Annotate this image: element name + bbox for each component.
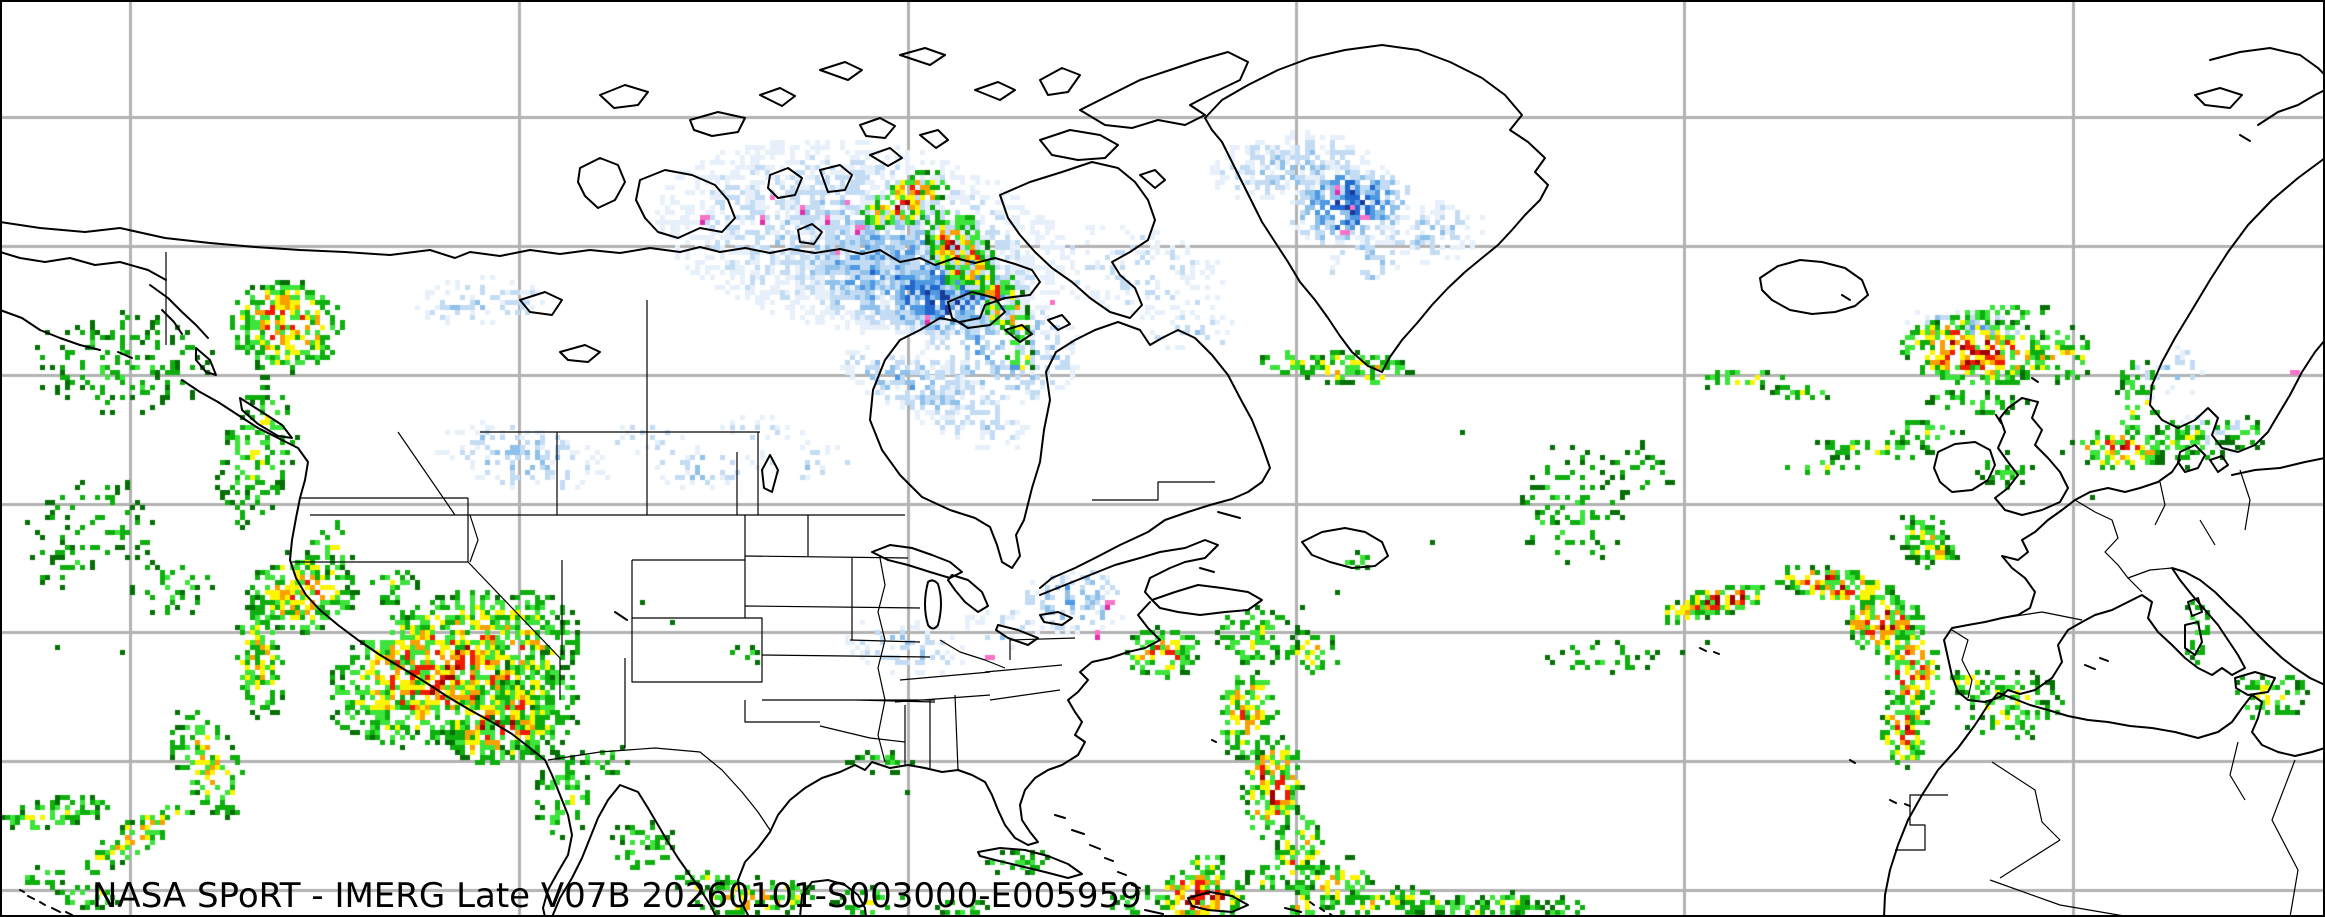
coast-atlantic-islands <box>1699 647 1911 807</box>
coastlines <box>0 44 2325 917</box>
coast-great-britain <box>1994 377 2069 516</box>
coast-haida-gwaii <box>195 347 217 376</box>
coast-us-east-gulf <box>737 601 1161 916</box>
coast-svalbard <box>2194 47 2325 142</box>
coast-iceland <box>1759 259 1869 315</box>
borders-us-states-east <box>877 557 1076 763</box>
coast-alaska-south <box>0 251 167 359</box>
coast-alaska-panhandle <box>149 284 209 339</box>
coast-gulf-california <box>551 784 717 917</box>
great-lakes <box>871 544 1073 646</box>
map-caption: NASA SPoRT - IMERG Late V07B 20260101-S0… <box>92 876 1142 916</box>
coast-ireland <box>1933 441 1996 493</box>
coast-yucatan <box>799 879 867 917</box>
coast-greenland <box>1204 44 1549 373</box>
border-us-mexico <box>547 747 771 831</box>
borders-us-states-central <box>744 515 991 771</box>
coast-scandinavia <box>2149 157 2325 453</box>
political-borders <box>165 252 2299 917</box>
borders-africa <box>1895 741 2299 917</box>
coast-gulf-stlawrence <box>1039 539 1219 601</box>
canada-lakes <box>519 291 779 621</box>
coast-southampton <box>947 291 1071 343</box>
coast-arctic-canada <box>0 221 1271 589</box>
coast-cuba <box>977 847 1083 879</box>
coast-baffin-island <box>999 161 1156 319</box>
borders-canada-provinces <box>397 300 1215 516</box>
coast-med-islands <box>2084 597 2276 696</box>
borders-us-states-west <box>292 497 763 748</box>
borders-europe <box>1951 469 2251 699</box>
coast-denmark <box>2177 444 2325 476</box>
coast-hawaii <box>19 889 73 916</box>
coast-arctic-islands <box>577 47 1249 245</box>
coast-europe-west <box>1943 459 2325 703</box>
coast-north-africa <box>1883 692 2325 917</box>
coast-vancouver-island <box>239 397 293 439</box>
coast-newfoundland <box>1199 511 1389 573</box>
coast-nova-scotia <box>1151 584 1263 616</box>
coast-us-west <box>181 379 573 917</box>
coast-hispaniola <box>1144 891 1302 915</box>
